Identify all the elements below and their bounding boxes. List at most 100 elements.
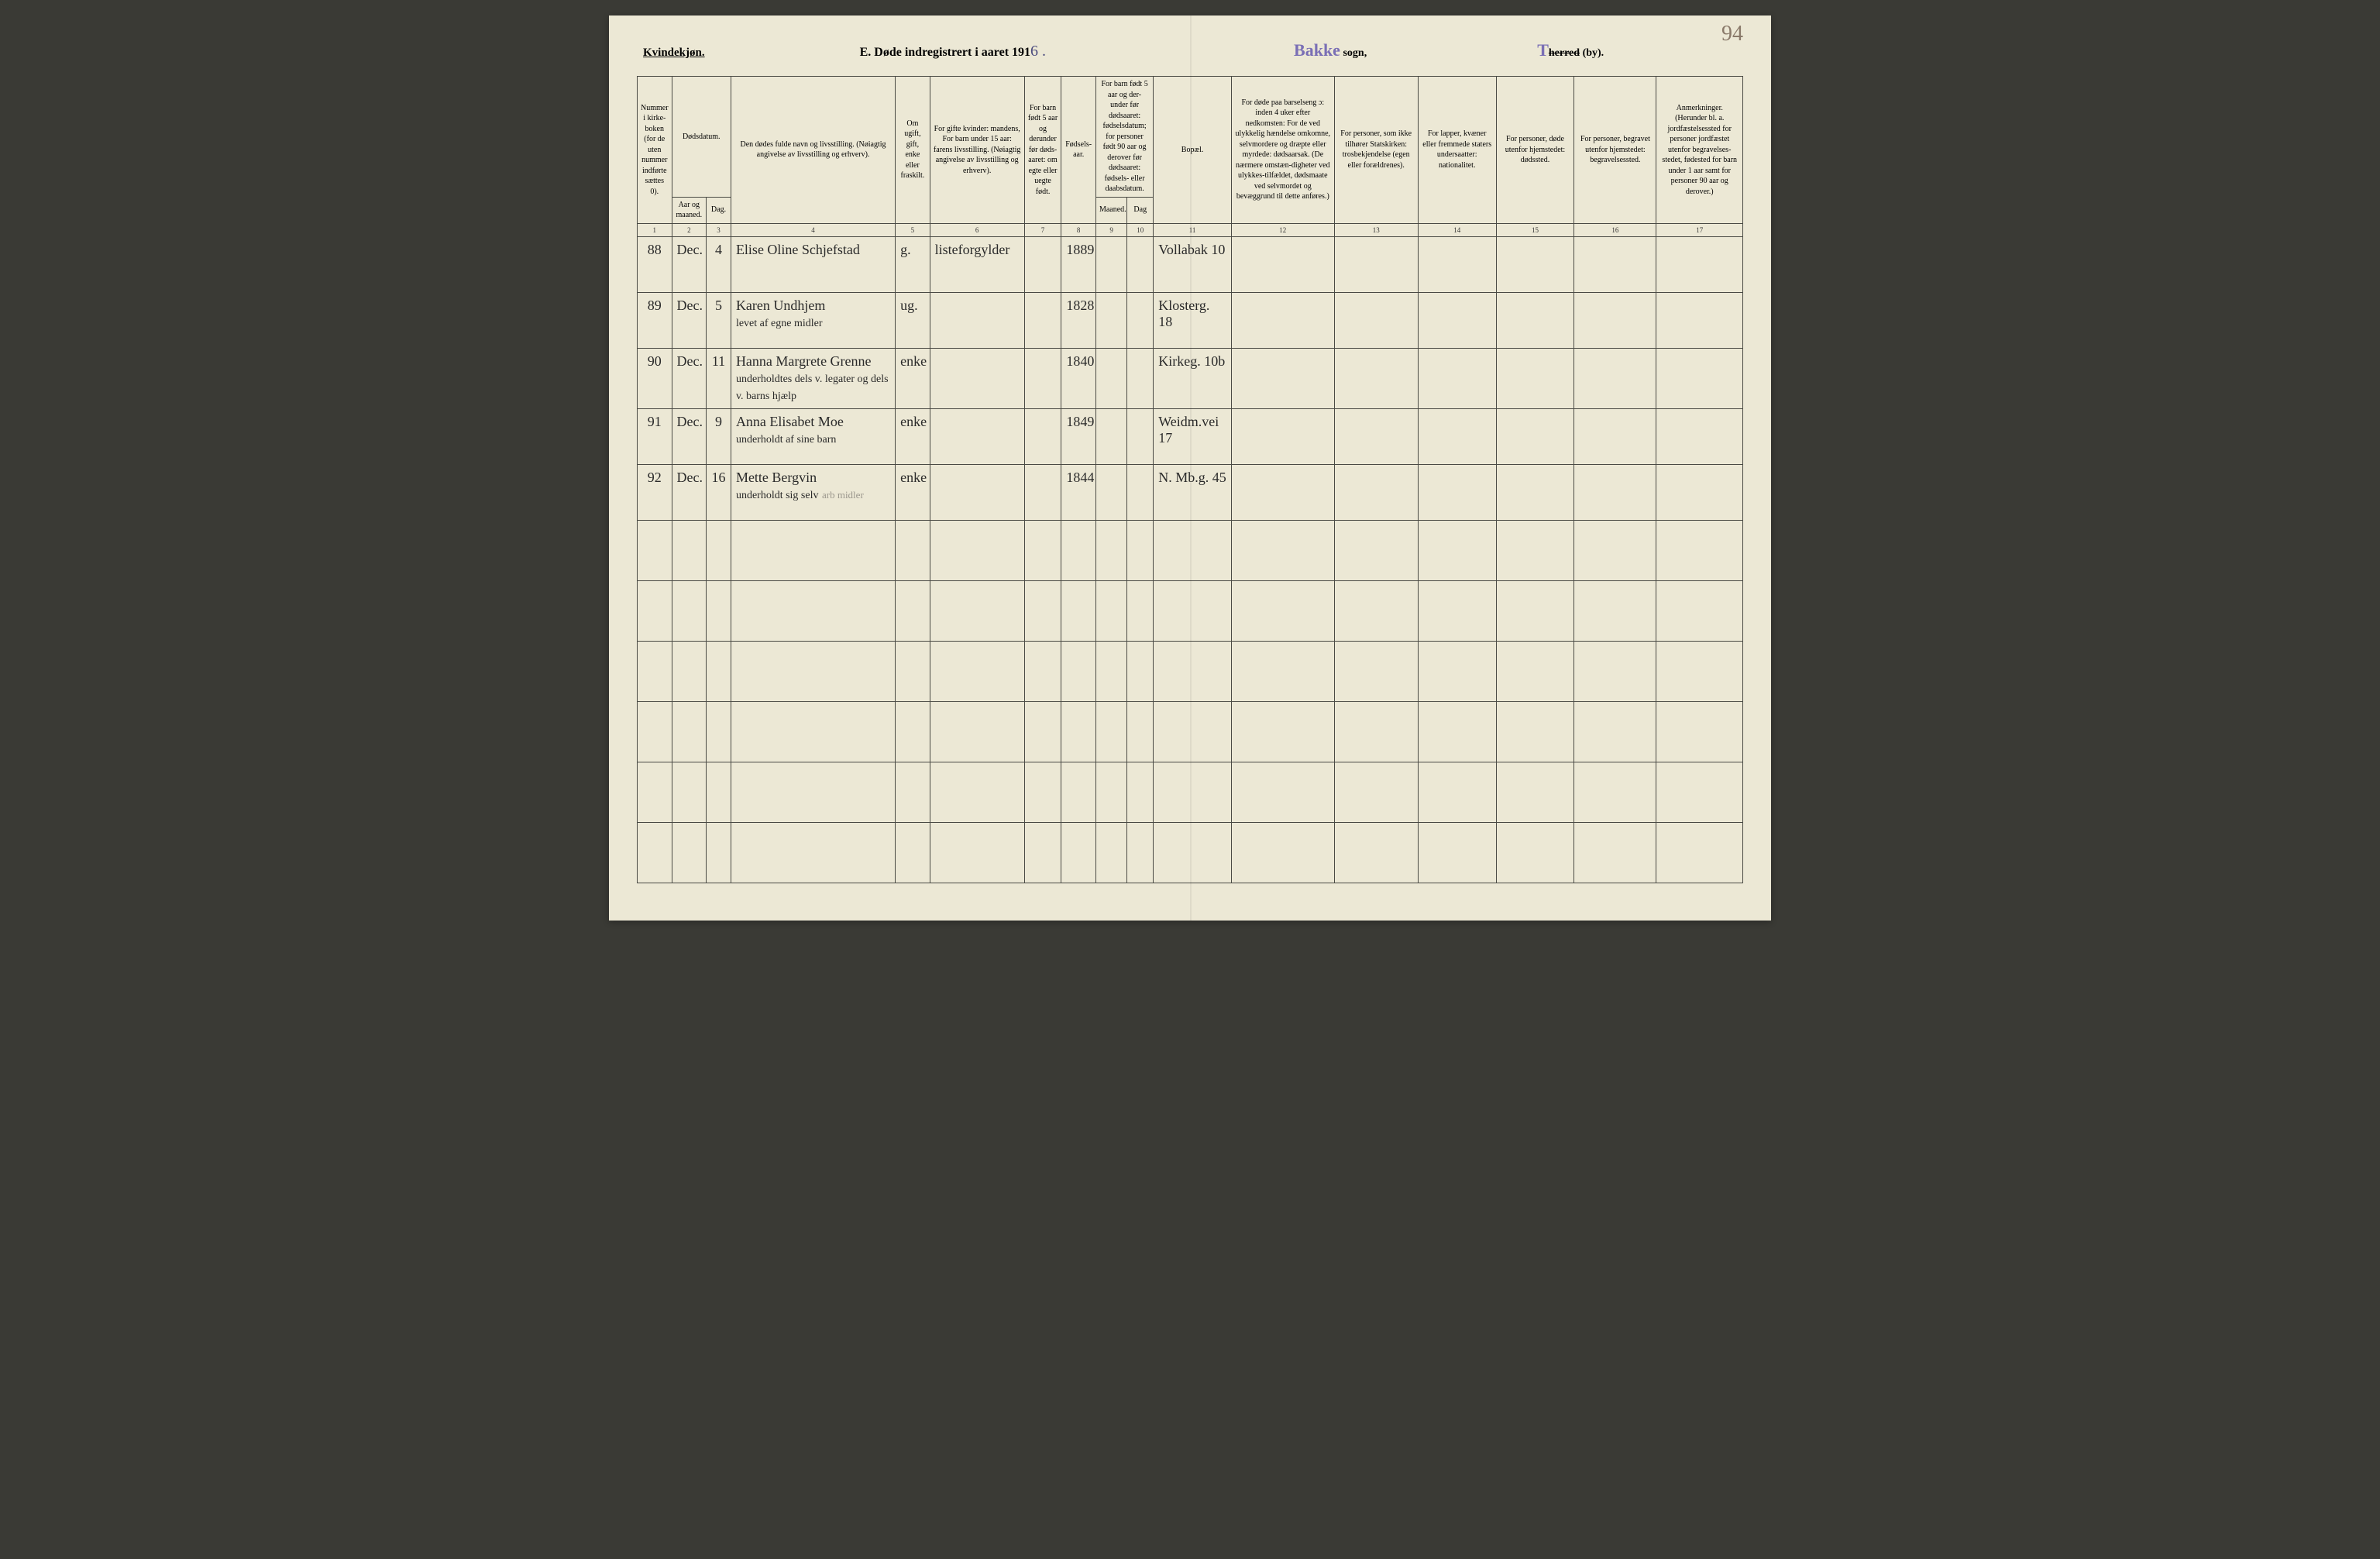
table-cell xyxy=(1232,236,1335,292)
table-cell xyxy=(1095,822,1126,883)
table-cell xyxy=(1496,641,1574,701)
table-cell xyxy=(1154,701,1232,762)
table-cell xyxy=(638,701,672,762)
col-subheader: Dag xyxy=(1127,197,1154,223)
table-cell: Elise Oline Schjefstad xyxy=(731,236,895,292)
herred-by: (by). xyxy=(1580,47,1604,59)
table-cell xyxy=(1656,641,1743,701)
table-cell xyxy=(1095,292,1126,348)
table-cell: Dec. xyxy=(672,464,707,520)
table-cell xyxy=(638,762,672,822)
title-year-hand: 6 . xyxy=(1030,43,1046,60)
table-row: 88Dec.4Elise Oline Schjefstadg.listeforg… xyxy=(638,236,1743,292)
title: E. Døde indregistrert i aaret 1916 . xyxy=(860,43,1046,60)
herred-block: Therred (by). xyxy=(1537,40,1604,60)
table-cell: Dec. xyxy=(672,348,707,408)
table-cell xyxy=(672,520,707,580)
table-body: 88Dec.4Elise Oline Schjefstadg.listeforg… xyxy=(638,236,1743,883)
table-cell xyxy=(930,292,1024,348)
column-number-row: 1 2 3 4 5 6 7 8 9 10 11 12 13 14 15 16 1… xyxy=(638,223,1743,236)
herred-strike: herred xyxy=(1549,47,1580,59)
colnum: 12 xyxy=(1232,223,1335,236)
table-cell xyxy=(896,701,930,762)
table-cell: 5 xyxy=(707,292,731,348)
table-cell xyxy=(1496,464,1574,520)
table-cell: 1840 xyxy=(1061,348,1096,408)
table-cell xyxy=(1496,520,1574,580)
table-cell xyxy=(638,641,672,701)
table-cell xyxy=(1095,701,1126,762)
table-cell xyxy=(1024,292,1061,348)
col-header: Fødsels-aar. xyxy=(1061,77,1096,224)
col-header: Dødsdatum. xyxy=(672,77,731,198)
table-cell xyxy=(707,701,731,762)
sogn-stamp: Bakke xyxy=(1294,40,1340,60)
table-cell: 91 xyxy=(638,408,672,464)
table-cell xyxy=(930,762,1024,822)
col-header: For barn født 5 aar og der-under før død… xyxy=(1095,77,1153,198)
gender-label: Kvindekjøn. xyxy=(643,46,705,60)
colnum: 9 xyxy=(1095,223,1126,236)
table-cell xyxy=(1095,641,1126,701)
colnum: 13 xyxy=(1334,223,1418,236)
table-cell xyxy=(1656,408,1743,464)
table-cell xyxy=(1574,701,1656,762)
table-cell xyxy=(638,822,672,883)
colnum: 3 xyxy=(707,223,731,236)
table-cell xyxy=(1418,701,1496,762)
table-cell xyxy=(1127,236,1154,292)
table-cell xyxy=(1127,701,1154,762)
table-cell: 1828 xyxy=(1061,292,1096,348)
table-cell xyxy=(707,580,731,641)
table-cell: Hanna Margrete Grenneunderholdtes dels v… xyxy=(731,348,895,408)
col-header: Nummer i kirke-boken (for de uten nummer… xyxy=(638,77,672,224)
table-cell xyxy=(1496,408,1574,464)
col-header: For gifte kvinder: mandens, For barn und… xyxy=(930,77,1024,224)
table-cell: Vollabak 10 xyxy=(1154,236,1232,292)
table-cell: 4 xyxy=(707,236,731,292)
table-cell xyxy=(1061,822,1096,883)
table-cell xyxy=(1024,348,1061,408)
table-cell xyxy=(1095,580,1126,641)
table-cell xyxy=(1061,580,1096,641)
ledger-table: Nummer i kirke-boken (for de uten nummer… xyxy=(637,76,1743,883)
colnum: 7 xyxy=(1024,223,1061,236)
table-cell xyxy=(930,464,1024,520)
table-cell xyxy=(1061,520,1096,580)
table-cell xyxy=(896,822,930,883)
table-row: 90Dec.11Hanna Margrete Grenneunderholdte… xyxy=(638,348,1743,408)
table-cell xyxy=(930,520,1024,580)
table-cell xyxy=(731,641,895,701)
table-row-empty xyxy=(638,701,1743,762)
table-cell xyxy=(1418,292,1496,348)
table-cell xyxy=(1334,701,1418,762)
table-cell xyxy=(707,822,731,883)
col-header: For personer, begravet utenfor hjemstede… xyxy=(1574,77,1656,224)
table-cell xyxy=(1418,464,1496,520)
table-cell xyxy=(1334,348,1418,408)
table-row-empty xyxy=(638,822,1743,883)
table-cell xyxy=(1232,762,1335,822)
table-cell xyxy=(1574,348,1656,408)
table-row: 91Dec.9Anna Elisabet Moeunderholdt af si… xyxy=(638,408,1743,464)
col-header: Bopæl. xyxy=(1154,77,1232,224)
table-cell xyxy=(1024,822,1061,883)
table-row-empty xyxy=(638,580,1743,641)
col-header: Den dødes fulde navn og livsstilling. (N… xyxy=(731,77,895,224)
table-cell xyxy=(930,580,1024,641)
table-cell xyxy=(1656,348,1743,408)
table-cell xyxy=(1656,762,1743,822)
table-cell xyxy=(672,822,707,883)
table-cell xyxy=(1574,236,1656,292)
table-cell: listeforgylder xyxy=(930,236,1024,292)
table-cell xyxy=(1496,762,1574,822)
table-cell xyxy=(1574,464,1656,520)
table-cell: 9 xyxy=(707,408,731,464)
table-cell xyxy=(1095,762,1126,822)
table-cell xyxy=(1574,762,1656,822)
table-cell: g. xyxy=(896,236,930,292)
table-cell xyxy=(1334,641,1418,701)
table-cell xyxy=(1232,348,1335,408)
colnum: 14 xyxy=(1418,223,1496,236)
table-cell: 1844 xyxy=(1061,464,1096,520)
